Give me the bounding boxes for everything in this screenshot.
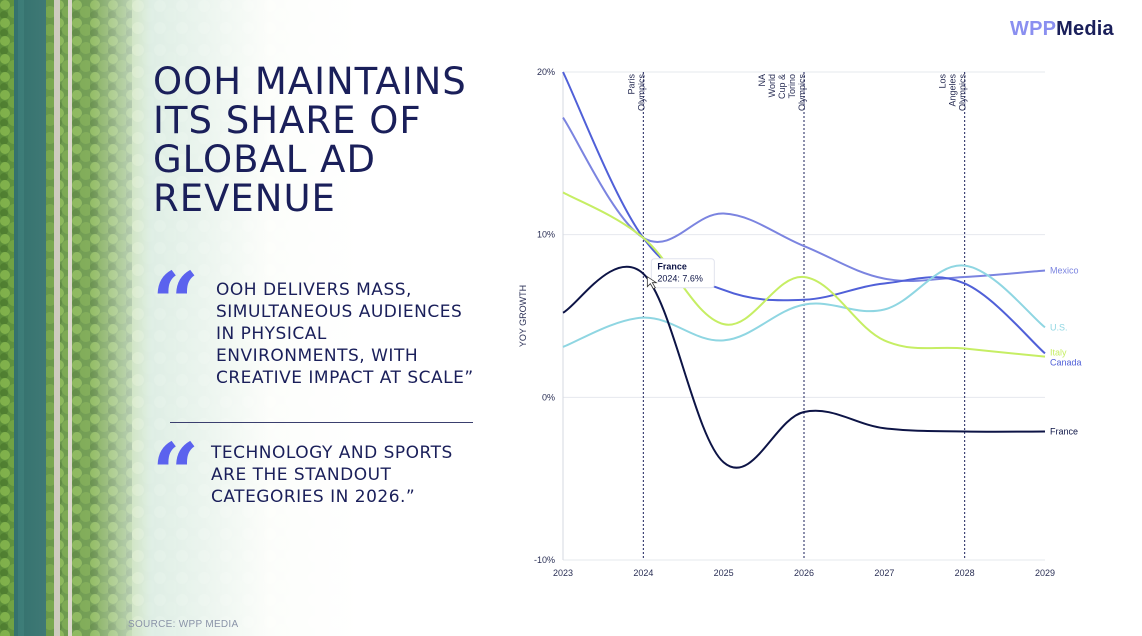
- aerial-canal-image: [0, 0, 360, 636]
- logo-wpp-text: WPP: [1010, 18, 1057, 40]
- tooltip-title: France: [657, 262, 687, 272]
- quote-mark-icon: “: [152, 255, 200, 351]
- y-axis-label: YOY GROWTH: [518, 285, 528, 347]
- quote-text-sports: TECHNOLOGY AND SPORTS ARE THE STANDOUT C…: [211, 443, 453, 507]
- series-line-france: [562, 265, 1046, 469]
- x-tick-label: 2029: [1035, 568, 1055, 578]
- x-tick-label: 2028: [955, 568, 975, 578]
- y-tick-label: -10%: [534, 555, 555, 565]
- divider: [170, 422, 473, 423]
- series-label: Canada: [1050, 357, 1082, 367]
- x-tick-label: 2024: [633, 568, 653, 578]
- series-label: U.S.: [1050, 322, 1068, 332]
- event-label: ParisOlympics: [626, 74, 646, 112]
- x-tick-label: 2027: [874, 568, 894, 578]
- x-tick-label: 2025: [714, 568, 734, 578]
- x-tick-label: 2026: [794, 568, 814, 578]
- x-tick-label: 2023: [553, 568, 573, 578]
- quote-mark-icon: “: [152, 426, 200, 522]
- event-label: LosAngelesOlympics: [938, 74, 968, 112]
- y-tick-label: 0%: [542, 392, 555, 402]
- series-line-italy: [562, 191, 1046, 358]
- logo-media-text: Media: [1056, 18, 1114, 40]
- cursor-icon: [646, 275, 658, 290]
- series-label: France: [1050, 426, 1078, 436]
- quote-text-ooh: OOH DELIVERS MASS, SIMULTANEOUS AUDIENCE…: [216, 280, 474, 388]
- wpp-media-logo: WPPMedia: [1010, 18, 1114, 41]
- y-tick-label: 20%: [537, 67, 555, 77]
- tooltip-box: [650, 258, 715, 289]
- y-tick-label: 10%: [537, 230, 555, 240]
- source-note: SOURCE: WPP MEDIA: [128, 619, 239, 630]
- tooltip-value: 2024: 7.6%: [657, 274, 703, 284]
- event-label: NAWorldCup &TorinoOlympics: [757, 74, 807, 112]
- series-line-canada: [562, 71, 1046, 355]
- page-title: OOH MAINTAINS ITS SHARE OF GLOBAL AD REV…: [153, 60, 467, 220]
- series-label: Italy: [1050, 348, 1067, 358]
- series-line-us: [562, 264, 1046, 348]
- series-label: Mexico: [1050, 265, 1079, 275]
